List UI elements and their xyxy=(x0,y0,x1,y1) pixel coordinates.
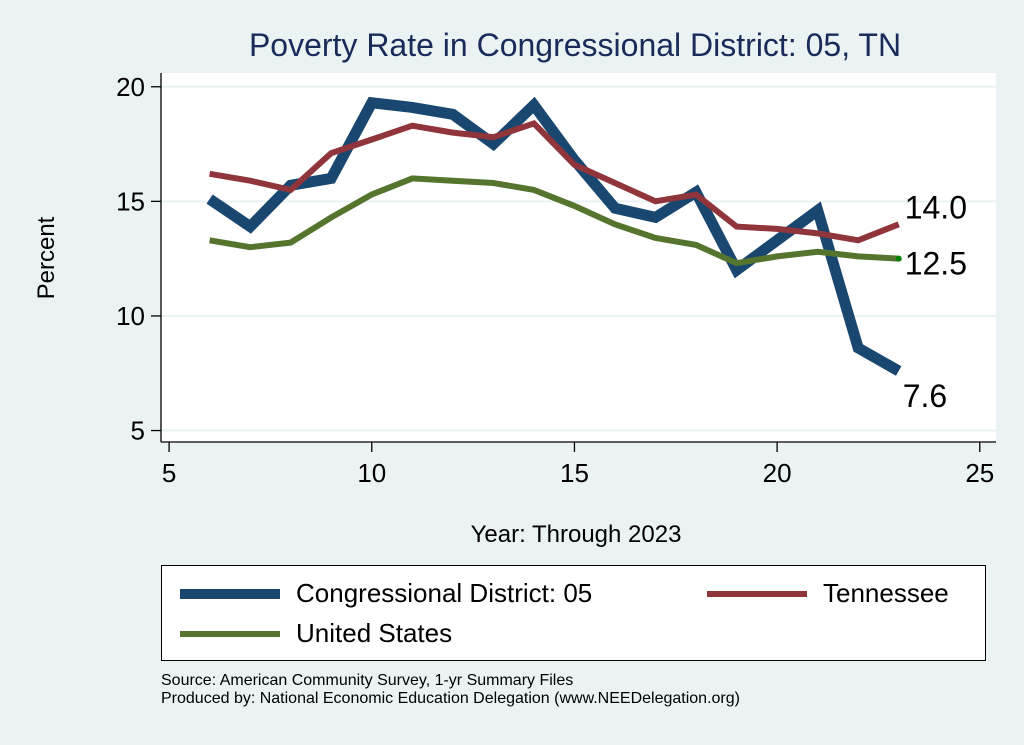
series-line-congressional-district-05 xyxy=(206,96,902,376)
x-tick-label: 20 xyxy=(763,458,792,488)
x-tick-label: 25 xyxy=(965,458,994,488)
x-tick-label: 5 xyxy=(162,458,176,488)
legend-swatch-united-states xyxy=(180,630,280,637)
end-point-marker xyxy=(895,255,902,262)
y-tick-label: 5 xyxy=(131,416,145,446)
legend-swatch-district xyxy=(180,588,280,599)
y-axis-label: Percent xyxy=(33,216,60,299)
x-tick-label: 10 xyxy=(357,458,386,488)
legend-label-district: Congressional District: 05 xyxy=(296,578,593,608)
end-labels: 7.6 14.0 12.5 xyxy=(903,189,967,414)
end-label: 14.0 xyxy=(905,189,967,225)
axes: 5 10 15 20 5 10 15 20 25 xyxy=(116,72,996,488)
legend-label-tennessee: Tennessee xyxy=(823,578,949,608)
series-line-united-states xyxy=(209,175,899,267)
source-note: Source: American Community Survey, 1-yr … xyxy=(161,672,574,689)
end-label: 7.6 xyxy=(903,378,947,414)
chart-title: Poverty Rate in Congressional District: … xyxy=(249,27,901,63)
producer-note: Produced by: National Economic Education… xyxy=(161,690,740,707)
y-tick-label: 10 xyxy=(116,301,145,331)
x-tick-label: 15 xyxy=(560,458,589,488)
legend-item-united-states: United States xyxy=(180,618,452,649)
end-label: 12.5 xyxy=(905,246,967,282)
legend-swatch-tennessee xyxy=(707,590,807,597)
y-tick-label: 15 xyxy=(116,186,145,216)
x-axis-label: Year: Through 2023 xyxy=(471,521,682,548)
gridlines xyxy=(161,85,996,432)
series-lines xyxy=(206,96,902,376)
series-line-tennessee xyxy=(209,119,900,244)
legend: Congressional District: 05 Tennessee Uni… xyxy=(161,565,986,661)
y-tick-label: 20 xyxy=(116,72,145,102)
legend-item-tennessee: Tennessee xyxy=(707,578,949,609)
legend-item-district: Congressional District: 05 xyxy=(180,578,592,609)
legend-label-united-states: United States xyxy=(296,618,453,648)
